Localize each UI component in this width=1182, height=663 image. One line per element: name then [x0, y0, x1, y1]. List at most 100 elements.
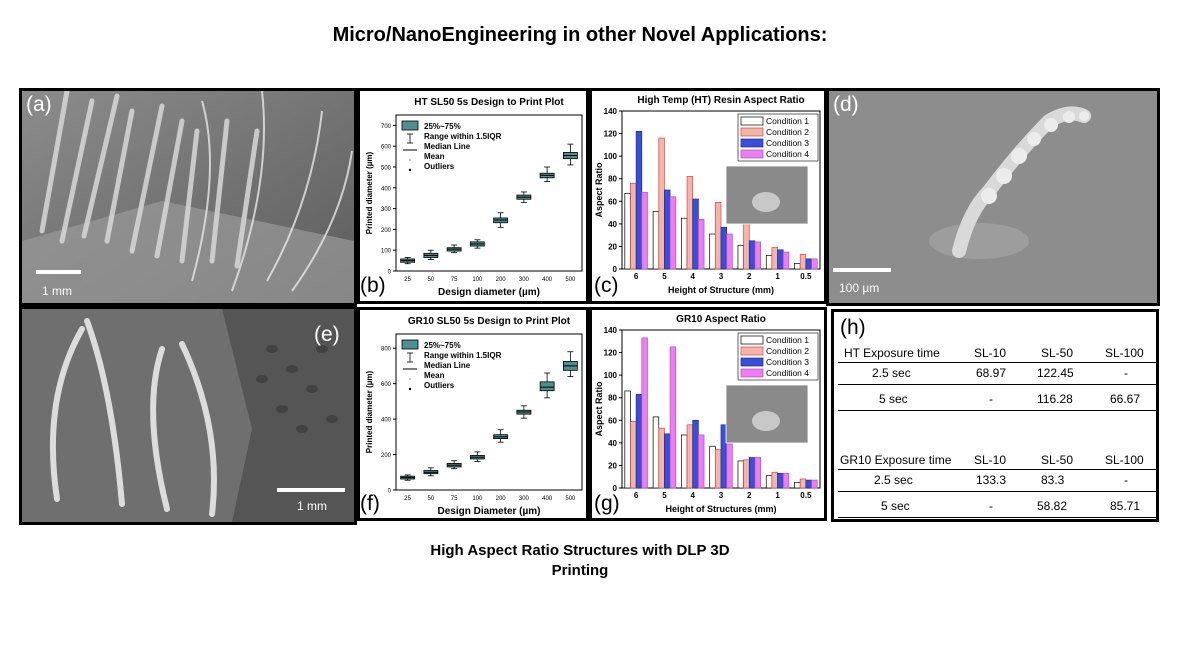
panel-h-table: (h) HT Exposure time SL-10 SL-50 SL-100 …: [831, 309, 1159, 522]
bar-3-1: [669, 346, 677, 489]
x-tick-label-2: 75: [451, 496, 458, 502]
ht-rule-1: [838, 362, 1156, 363]
chart-b: HT SL50 5s Design to Print Plot 0 100 200 30…: [365, 97, 583, 298]
scale-label-d: 100 µm: [839, 281, 880, 295]
bar-1-1: [658, 137, 665, 270]
bar-0-1: [652, 416, 660, 489]
ht-r1-c0: 5 sec: [879, 392, 908, 406]
bar-2-1: [664, 189, 671, 270]
bar-1-2: [686, 176, 694, 270]
legend-label-3: Condition 4: [766, 149, 809, 159]
ht-r1-c2: 116.28: [1037, 392, 1073, 406]
panel-e-sem-image: (e) 1 mm: [19, 306, 357, 525]
gr-rule-1: [838, 469, 1156, 470]
legend-label-0: Condition 1: [766, 335, 809, 345]
bar-2-3: [720, 226, 728, 270]
ht-header-3: SL-100: [1105, 346, 1144, 360]
x-tick-label-3: 100: [472, 496, 483, 502]
bar-3-2: [698, 434, 705, 489]
bar-3-4: [754, 457, 761, 489]
panel-e-label: (e): [314, 323, 340, 346]
gr-header-3: SL-100: [1105, 453, 1144, 467]
bar-0-4: [737, 244, 744, 270]
bar-0-3: [709, 445, 716, 489]
ht-rule-3: [838, 410, 1156, 411]
bar-2-2: [692, 419, 699, 489]
legend-swatch-mean: [409, 378, 411, 380]
x-tick-label-1: 50: [428, 496, 435, 502]
legend-swatch-1: [740, 127, 764, 137]
bar-0-0: [624, 390, 631, 489]
gr-r1-c1: -: [989, 499, 993, 513]
panel-f-chart: GR10 SL50 5s Design to Print Plot 0 200 400…: [357, 307, 589, 521]
x-tick-label-5: 300: [519, 496, 530, 502]
x-tick-label-1: 50: [428, 277, 435, 283]
plot-frame: [395, 333, 583, 491]
panel-a-sem-image: (a) 1 mm: [19, 88, 357, 306]
y-tick-label-4: 80: [608, 394, 617, 403]
x-tick-label-7: 500: [565, 496, 576, 502]
x-tick-label-1: 5: [662, 491, 667, 500]
panel-h-label: (h): [840, 316, 866, 339]
bar-0-3: [709, 233, 716, 270]
sem-image-a: [22, 91, 354, 303]
bar-1-1: [658, 427, 665, 489]
x-tick-label-5: 1: [775, 491, 780, 500]
y-tick-label-5: 100: [604, 371, 618, 380]
legend-swatch-box: [401, 120, 419, 131]
bar-0-6: [794, 263, 801, 270]
x-tick-label-6: 400: [542, 277, 553, 283]
scale-bar-a: [36, 270, 81, 274]
x-tick-label-4: 2: [747, 272, 752, 281]
panel-d-label: (d): [833, 93, 859, 116]
x-tick-label-0: 25: [404, 277, 411, 283]
bar-3-5: [782, 472, 790, 489]
y-tick-label-4: 80: [608, 175, 617, 184]
bar-3-3: [726, 443, 733, 489]
x-tick-label-3: 3: [719, 272, 724, 281]
bar-1-2: [686, 424, 694, 489]
y-tick-label-6: 600: [381, 145, 392, 151]
figure-caption: High Aspect Ratio Structures with DLP 3D…: [330, 541, 830, 581]
bar-3-6: [811, 479, 818, 489]
ht-r0-c0: 2.5 sec: [872, 366, 911, 380]
y-tick-label-1: 20: [608, 461, 617, 470]
y-tick-label-0: 0: [388, 270, 392, 276]
ht-header-1: SL-10: [974, 346, 1007, 360]
bar-1-5: [771, 471, 778, 489]
y-tick-label-5: 500: [381, 166, 392, 172]
box-6: [539, 381, 555, 392]
panel-c-chart: High Temp (HT) Resin Aspect Ratio 0 20 40 60…: [589, 88, 827, 304]
y-tick-label-3: 300: [381, 207, 392, 213]
chart-title: High Temp (HT) Resin Aspect Ratio: [637, 95, 804, 106]
bar-1-0: [630, 182, 637, 270]
x-tick-label-2: 4: [690, 491, 695, 500]
legend-label-0: 25%~75%: [424, 122, 461, 131]
legend-label-2: Median Line: [424, 361, 471, 370]
bar-2-0: [635, 130, 643, 270]
legend-label-2: Median Line: [424, 142, 471, 151]
sem-image-d: [829, 91, 1157, 303]
legend-label-1: Range within 1.5IQR: [424, 351, 502, 360]
ht-r0-c1: 68.97: [976, 366, 1007, 380]
x-tick-label-6: 0.5: [800, 491, 812, 500]
bar-3-3: [726, 233, 733, 270]
bar-3-4: [754, 241, 761, 270]
y-tick-label-5: 100: [604, 152, 618, 161]
panel-c-label: (c): [594, 274, 619, 297]
x-axis-label: Design diameter (µm): [438, 287, 540, 298]
bar-2-2: [692, 198, 699, 270]
gr-rule-2: [838, 491, 1156, 492]
gr-r1-c2: 58.82: [1037, 499, 1068, 513]
y-tick-label-7: 140: [604, 107, 618, 116]
ht-r1-c3: 66.67: [1110, 392, 1141, 406]
y-axis-label: Aspect Ratio: [594, 381, 604, 437]
scale-bar-d: [833, 268, 891, 272]
y-tick-label-2: 400: [381, 418, 392, 424]
gr-r0-c0: 2.5 sec: [874, 473, 913, 487]
bar-3-6: [811, 258, 818, 270]
legend-label-4: Outliers: [424, 162, 455, 171]
y-tick-label-3: 60: [608, 416, 617, 425]
x-axis-label: Height of Structure (mm): [668, 285, 774, 295]
x-tick-label-0: 6: [634, 272, 639, 281]
